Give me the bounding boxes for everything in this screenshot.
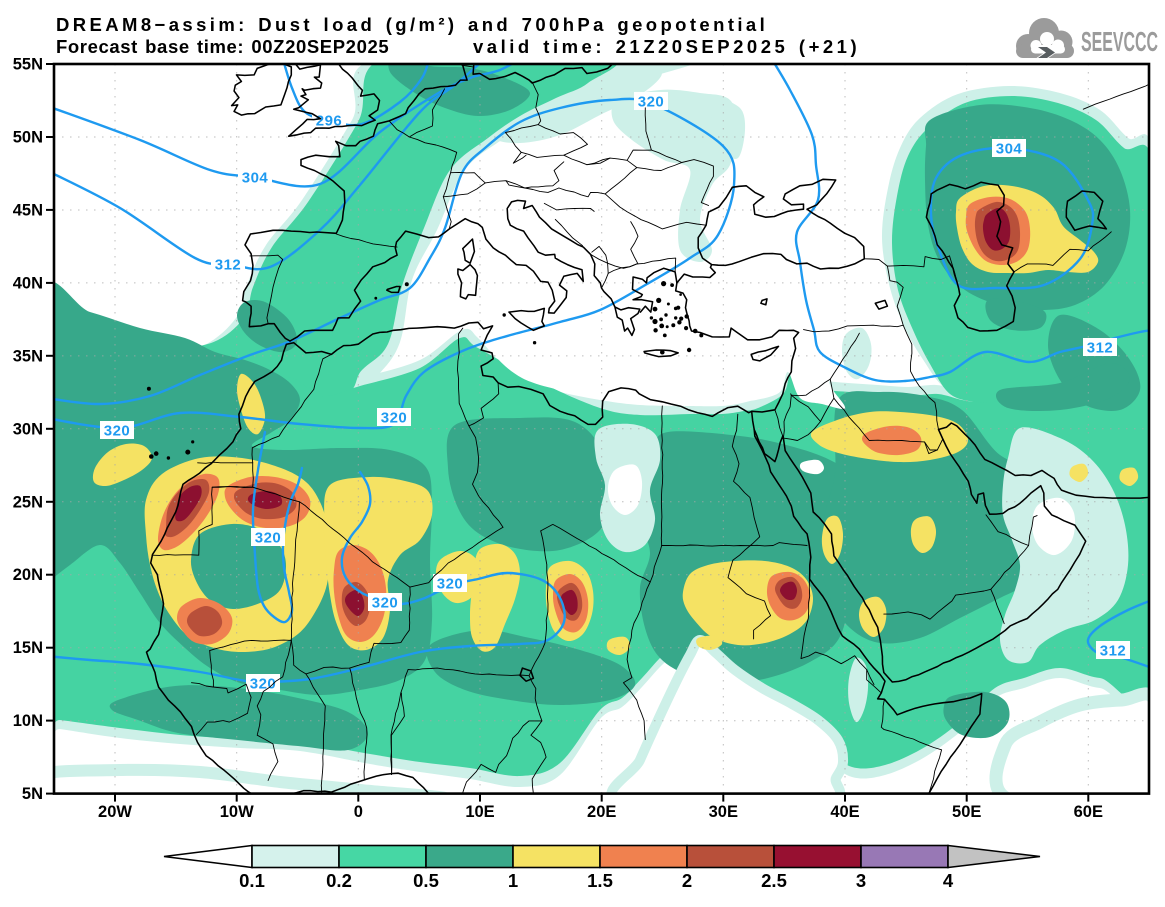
- svg-text:25N: 25N: [13, 493, 43, 511]
- svg-text:30N: 30N: [13, 420, 43, 438]
- svg-text:3: 3: [856, 870, 866, 891]
- svg-text:20E: 20E: [587, 803, 616, 821]
- svg-text:304: 304: [996, 141, 1023, 158]
- svg-text:60E: 60E: [1074, 803, 1103, 821]
- svg-text:320: 320: [381, 410, 408, 427]
- svg-text:312: 312: [215, 257, 242, 274]
- svg-text:320: 320: [250, 676, 277, 693]
- svg-text:304: 304: [242, 170, 269, 187]
- svg-text:0.5: 0.5: [413, 870, 439, 891]
- svg-text:5N: 5N: [22, 785, 43, 803]
- svg-text:20W: 20W: [98, 803, 132, 821]
- svg-text:50N: 50N: [13, 129, 43, 147]
- svg-text:15N: 15N: [13, 639, 43, 657]
- svg-text:320: 320: [255, 530, 282, 547]
- svg-text:1.5: 1.5: [587, 870, 613, 891]
- svg-text:40N: 40N: [13, 274, 43, 292]
- svg-text:2: 2: [682, 870, 692, 891]
- svg-text:312: 312: [1100, 643, 1127, 660]
- svg-text:35N: 35N: [13, 347, 43, 365]
- svg-text:50E: 50E: [952, 803, 981, 821]
- svg-text:SEEVCCC: SEEVCCC: [1081, 26, 1158, 57]
- svg-text:DREAM8−assim: Dust load (g/m²): DREAM8−assim: Dust load (g/m²) and 700hP…: [56, 14, 768, 35]
- svg-text:0.1: 0.1: [239, 870, 265, 891]
- svg-text:0.2: 0.2: [326, 870, 352, 891]
- svg-text:320: 320: [104, 423, 131, 440]
- svg-text:10E: 10E: [465, 803, 494, 821]
- svg-text:30E: 30E: [709, 803, 738, 821]
- svg-text:296: 296: [316, 113, 343, 130]
- svg-text:20N: 20N: [13, 566, 43, 584]
- svg-text:2.5: 2.5: [761, 870, 787, 891]
- svg-text:312: 312: [1087, 340, 1114, 357]
- svg-text:320: 320: [638, 94, 665, 111]
- svg-text:4: 4: [943, 870, 954, 891]
- svg-text:55N: 55N: [13, 56, 43, 74]
- svg-text:320: 320: [372, 595, 399, 612]
- svg-text:45N: 45N: [13, 201, 43, 219]
- svg-text:10W: 10W: [220, 803, 254, 821]
- svg-text:320: 320: [437, 576, 464, 593]
- svg-text:1: 1: [508, 870, 518, 891]
- svg-text:0: 0: [354, 803, 363, 821]
- svg-text:40E: 40E: [830, 803, 859, 821]
- svg-text:10N: 10N: [13, 712, 43, 730]
